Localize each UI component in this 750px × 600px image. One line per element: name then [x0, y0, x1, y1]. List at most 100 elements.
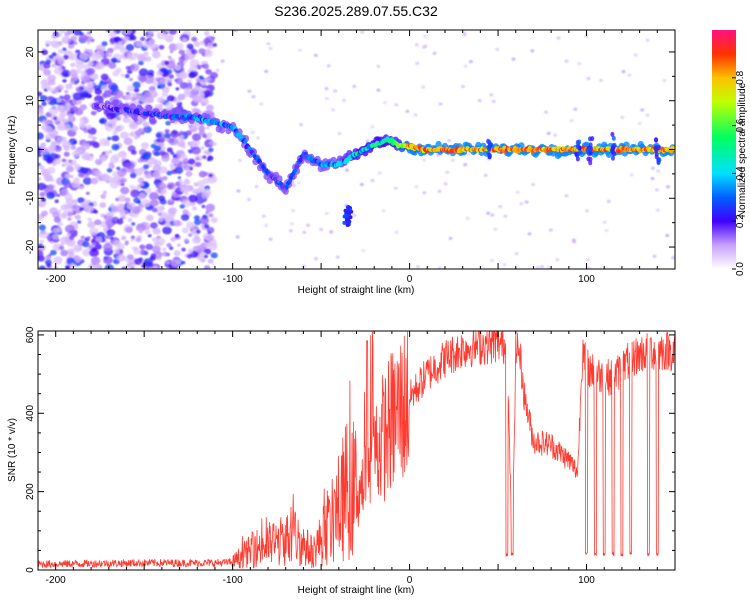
noise-blob: [530, 49, 535, 53]
noise-blob: [112, 70, 120, 77]
noise-blob: [606, 199, 611, 203]
ridge-smudge: [575, 144, 580, 150]
noise-blob: [250, 130, 255, 134]
spectrogram-x-label: Height of straight line (km): [298, 285, 415, 296]
snr-y-label: SNR (10 * v/v): [7, 418, 18, 482]
noise-blob: [124, 210, 129, 215]
noise-blob: [111, 143, 120, 151]
noise-blob: [86, 31, 92, 35]
noise-blob: [491, 99, 496, 103]
noise-blob: [89, 227, 99, 236]
noise-blob: [167, 55, 172, 60]
noise-blob: [45, 43, 50, 47]
noise-blob: [141, 199, 151, 208]
noise-blob: [183, 87, 191, 94]
noise-blob: [345, 168, 349, 172]
noise-blob: [150, 222, 158, 229]
x-tick-label: -100: [223, 274, 243, 285]
noise-blob: [117, 194, 127, 202]
noise-blob: [38, 177, 42, 181]
noise-blob: [41, 210, 49, 217]
noise-blob: [195, 187, 203, 194]
chart-title: S236.2025.289.07.55.C32: [274, 3, 438, 19]
ridge-smudge: [611, 145, 616, 151]
noise-blob: [264, 223, 268, 227]
noise-blob: [193, 182, 198, 187]
noise-blob: [58, 245, 65, 251]
noise-blob: [192, 95, 202, 104]
noise-blob: [119, 150, 127, 157]
noise-blob: [185, 166, 190, 170]
colorbar-tick-label: 0.2: [735, 214, 746, 228]
noise-blob: [652, 254, 657, 258]
noise-blob: [101, 151, 106, 155]
ridge-core: [288, 178, 292, 184]
noise-blob: [202, 63, 209, 70]
noise-blob: [205, 203, 215, 212]
noise-blob: [131, 97, 137, 102]
noise-blob: [75, 69, 81, 74]
noise-blob: [92, 242, 97, 246]
noise-blob: [645, 38, 650, 42]
noise-blob: [130, 150, 137, 155]
noise-blob: [100, 213, 106, 218]
noise-blob: [75, 49, 81, 54]
noise-blob: [53, 116, 58, 120]
noise-blob: [188, 194, 198, 203]
noise-blob: [65, 198, 74, 205]
noise-blob: [87, 127, 97, 135]
noise-blob: [191, 146, 201, 155]
noise-blob: [177, 140, 186, 148]
noise-blob: [110, 84, 119, 92]
noise-blob: [141, 152, 151, 160]
noise-blob: [515, 190, 520, 194]
noise-blob: [393, 186, 398, 190]
noise-blob: [186, 253, 193, 259]
noise-blob: [125, 44, 135, 51]
noise-blob: [82, 177, 92, 185]
noise-blob: [43, 174, 53, 182]
noise-blob: [151, 44, 156, 49]
noise-blob: [90, 256, 101, 265]
noise-blob: [41, 119, 47, 125]
noise-blob: [81, 152, 91, 160]
noise-blob: [57, 105, 67, 113]
noise-blob: [119, 131, 129, 139]
ridge-smudge: [611, 135, 616, 141]
noise-blob: [80, 106, 86, 111]
noise-blob: [74, 214, 82, 220]
noise-blob: [493, 227, 498, 231]
noise-blob: [56, 193, 61, 197]
noise-blob: [101, 85, 109, 91]
noise-blob: [95, 61, 105, 70]
noise-blob: [169, 74, 174, 78]
noise-blob: [41, 101, 47, 107]
noise-blob: [65, 173, 72, 179]
noise-blob: [206, 42, 215, 49]
noise-blob: [306, 223, 310, 227]
noise-blob: [620, 115, 625, 119]
noise-blob: [132, 81, 141, 89]
noise-blob: [50, 249, 57, 256]
noise-blob: [169, 163, 175, 168]
noise-blob: [38, 255, 45, 262]
noise-blob: [490, 213, 495, 217]
noise-blob: [188, 82, 192, 86]
ridge-halo: [145, 104, 152, 112]
noise-blob: [60, 236, 70, 245]
noise-blob: [67, 43, 75, 49]
noise-blob: [204, 248, 212, 255]
noise-blob: [134, 129, 143, 136]
noise-blob: [166, 261, 170, 265]
noise-blob: [85, 85, 94, 93]
noise-blob: [531, 183, 536, 187]
noise-blob: [266, 42, 271, 46]
noise-blob: [149, 199, 158, 206]
noise-blob: [152, 265, 159, 269]
noise-blob: [519, 202, 524, 206]
noise-blob: [174, 233, 180, 238]
snr-panel: -200 -100 0 100 0 200 400 600 Height of straigh…: [7, 326, 676, 596]
noise-blob: [432, 51, 437, 55]
noise-blob: [196, 80, 201, 84]
noise-blob: [175, 87, 180, 91]
